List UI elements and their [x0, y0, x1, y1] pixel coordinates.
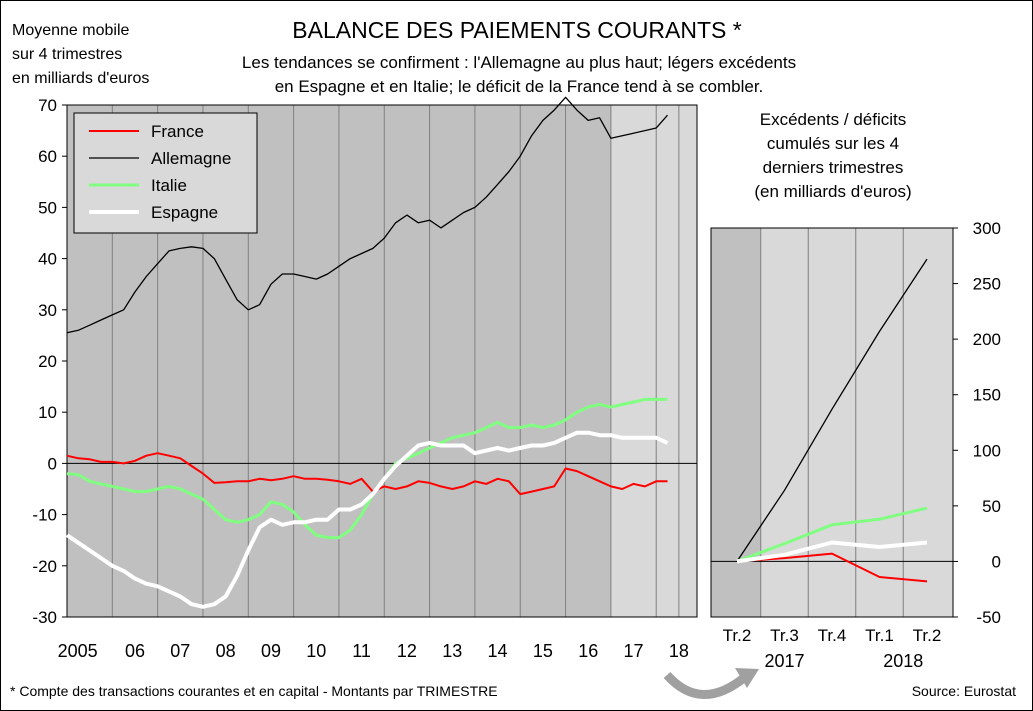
- right-y-tick-label: 250: [973, 275, 1001, 294]
- legend-label-italie: Italie: [151, 176, 187, 195]
- right-x-tick-label: Tr.4: [818, 626, 847, 645]
- main-y-tick-label: 20: [38, 352, 57, 371]
- main-x-tick-label: 18: [669, 641, 689, 661]
- cumulative-line-france: [736, 552, 928, 583]
- right-title-line4: (en milliards d'euros): [754, 182, 911, 201]
- main-x-tick-label: 08: [216, 641, 236, 661]
- main-x-tick-label: 14: [488, 641, 508, 661]
- right-shaded-start: [711, 228, 761, 617]
- main-y-tick-label: 10: [38, 403, 57, 422]
- main-x-tick-label: 13: [442, 641, 462, 661]
- right-title-line3: derniers trimestres: [763, 158, 904, 177]
- source-text: Source: Eurostat: [912, 683, 1016, 699]
- right-y-tick-label: -50: [976, 608, 1001, 627]
- series-line-italie: [66, 397, 668, 540]
- cumulative-line-espagne: [736, 540, 928, 564]
- right-plot-border: [710, 227, 954, 618]
- main-x-tick-label: 10: [306, 641, 326, 661]
- right-y-tick-label: 150: [973, 386, 1001, 405]
- main-y-tick-label: 0: [48, 454, 57, 473]
- right-y-tick-label: 100: [973, 441, 1001, 460]
- main-chart: -30 -20 -10 0 10 20 30 40 50 60 70 2005 06 07 08 09 10 11…: [32, 96, 698, 661]
- legend-label-allemagne: Allemagne: [151, 149, 231, 168]
- chart-subtitle-line2: en Espagne et en Italie; le déficit de l…: [275, 77, 764, 96]
- main-y-tick-label: 60: [38, 147, 57, 166]
- main-y-tick-label: -30: [32, 608, 57, 627]
- main-y-tick-label: -10: [32, 506, 57, 525]
- curved-arrow-head-icon: [735, 668, 759, 688]
- main-x-tick-label: 11: [352, 641, 371, 661]
- right-x-tick-label: Tr.2: [723, 626, 752, 645]
- main-x-tick-label: 2005: [58, 641, 98, 661]
- chart-title: BALANCE DES PAIEMENTS COURANTS *: [292, 17, 741, 43]
- series-line-france: [66, 452, 668, 496]
- cumulative-chart: -50 0 50 100 150 200 250 300 Tr.2 Tr.3 Tr.4 Tr.1 Tr.…: [710, 219, 1001, 671]
- main-y-tick-label: 50: [38, 198, 57, 217]
- main-x-tick-label: 17: [624, 641, 644, 661]
- right-y-tick-label: 0: [992, 552, 1001, 571]
- legend-label-france: France: [151, 122, 204, 141]
- right-x-tick-label: Tr.3: [770, 626, 799, 645]
- right-y-tick-label: 50: [982, 497, 1001, 516]
- main-shaded-period: [610, 105, 697, 617]
- y-unit-line3: en milliards d'euros: [12, 70, 149, 87]
- legend-label-espagne: Espagne: [151, 203, 218, 222]
- right-x-tick-label: Tr.2: [913, 626, 942, 645]
- curved-arrow-icon: [663, 671, 748, 699]
- main-y-tick-label: -20: [32, 557, 57, 576]
- right-title-line1: Excédents / déficits: [760, 110, 906, 129]
- main-x-tick-label: 06: [125, 641, 145, 661]
- main-x-tick-label: 16: [578, 641, 598, 661]
- right-year-label: 2017: [764, 651, 804, 671]
- right-x-tick-label: Tr.1: [865, 626, 894, 645]
- right-title-line2: cumulés sur les 4: [767, 134, 899, 153]
- main-y-tick-label: 30: [38, 301, 57, 320]
- cumulative-line-italie: [736, 506, 928, 563]
- right-y-tick-label: 300: [973, 219, 1001, 238]
- chart-subtitle-line1: Les tendances se confirment : l'Allemagn…: [242, 53, 796, 72]
- main-x-tick-label: 12: [397, 641, 417, 661]
- cumulative-line-allemagne: [736, 258, 928, 562]
- right-year-label: 2018: [883, 651, 923, 671]
- legend: France Allemagne Italie Espagne: [73, 112, 258, 234]
- main-x-tick-label: 15: [533, 641, 553, 661]
- main-x-tick-label: 07: [170, 641, 190, 661]
- main-y-tick-label: 70: [38, 96, 57, 115]
- main-x-tick-label: 09: [261, 641, 281, 661]
- right-y-tick-label: 200: [973, 330, 1001, 349]
- footnote: * Compte des transactions courantes et e…: [10, 683, 498, 699]
- main-y-tick-label: 40: [38, 250, 57, 269]
- series-line-espagne: [65, 430, 669, 609]
- y-unit-line2: sur 4 trimestres: [12, 46, 122, 63]
- y-unit-line1: Moyenne mobile: [12, 22, 130, 39]
- series-line-allemagne: [66, 96, 668, 334]
